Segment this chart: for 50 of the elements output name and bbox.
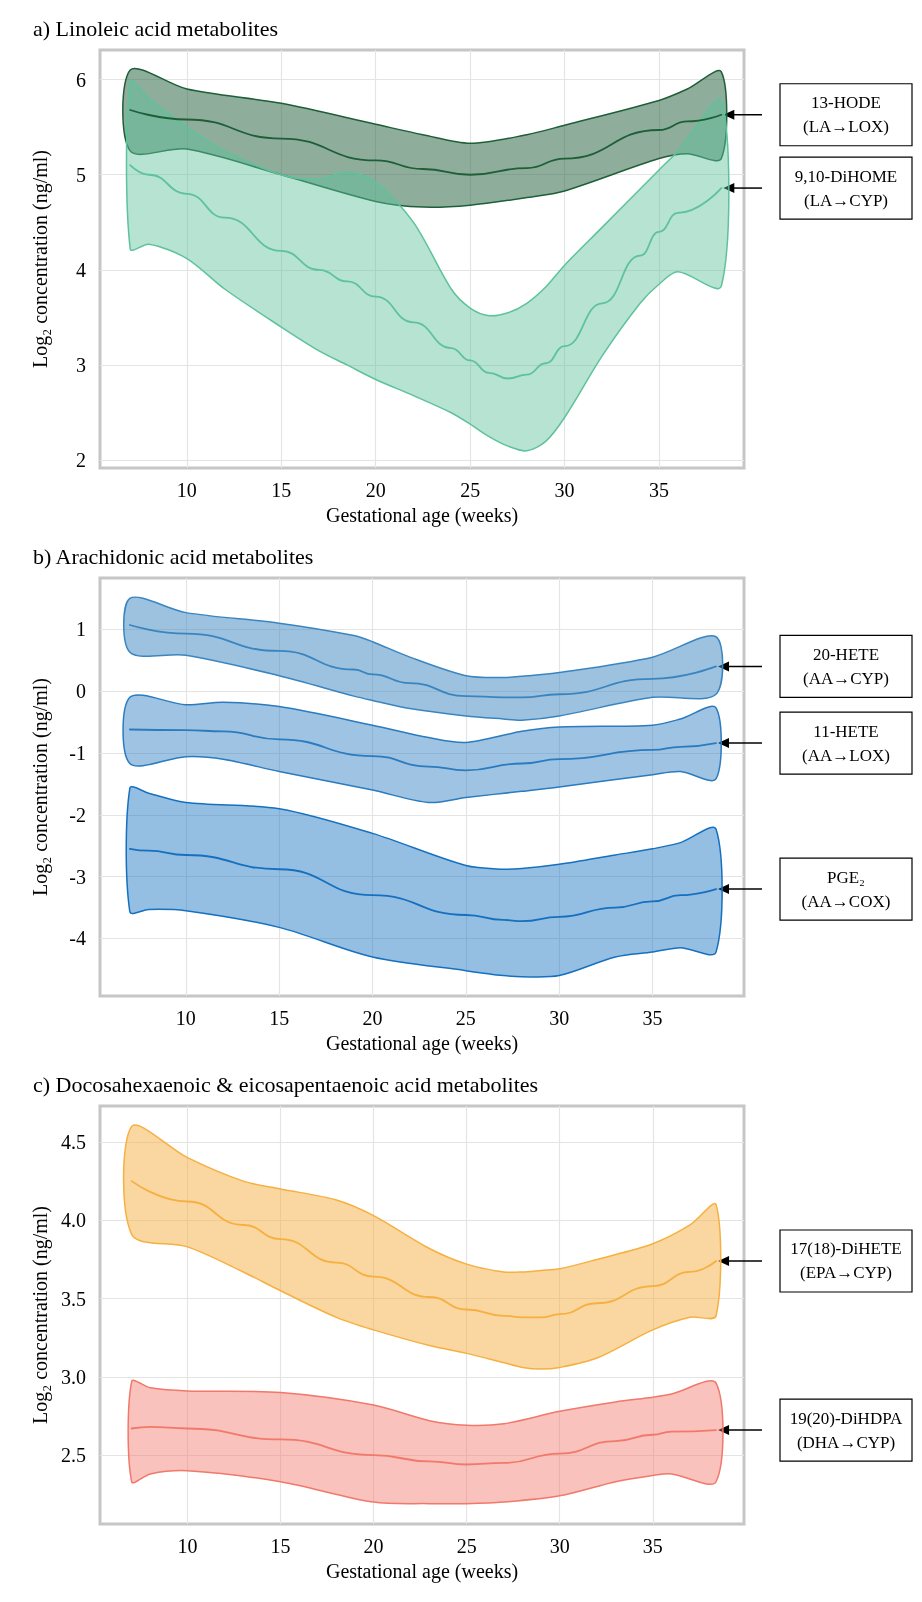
text: 11-HETE (AA→LOX) bbox=[802, 721, 890, 765]
x-tick-label: 15 bbox=[269, 1007, 290, 1029]
text: PGE₂ (AA→COX) bbox=[801, 867, 891, 911]
x-tick-label: 10 bbox=[175, 1007, 196, 1029]
y-tick-label: 3.0 bbox=[61, 1365, 86, 1388]
y-tick-label: 1 bbox=[76, 618, 86, 641]
x-axis-title: Gestational age (weeks) bbox=[325, 503, 519, 527]
x-tick-label: 10 bbox=[177, 1535, 198, 1557]
text: 13-HODE (LA→LOX) bbox=[803, 93, 889, 137]
x-tick-label: 15 bbox=[270, 1535, 291, 1557]
y-tick-label: 5 bbox=[76, 163, 86, 186]
chart-title: a) Linoleic acid metabolites bbox=[33, 15, 278, 41]
y-tick-label: -1 bbox=[69, 741, 86, 764]
y-tick-label: 6 bbox=[76, 68, 86, 91]
x-tick-label: 25 bbox=[460, 479, 481, 501]
y-tick-label: 3 bbox=[76, 354, 86, 377]
text: 9,10-DiHOME (LA→CYP) bbox=[794, 166, 898, 210]
y-axis-title: Log₂ concentration (ng/ml) bbox=[29, 1205, 52, 1425]
x-tick-label: 30 bbox=[554, 479, 575, 501]
x-tick-label: 20 bbox=[362, 1007, 383, 1029]
y-tick-label: -2 bbox=[69, 803, 86, 826]
x-tick-label: 35 bbox=[642, 1535, 663, 1557]
text: 20-HETE (AA→CYP) bbox=[803, 644, 889, 688]
x-axis-title: Gestational age (weeks) bbox=[325, 1031, 519, 1055]
y-tick-label: 2 bbox=[76, 449, 86, 472]
y-tick-label: -4 bbox=[69, 927, 86, 950]
x-axis-title: Gestational age (weeks) bbox=[325, 1559, 519, 1583]
x-tick-label: 35 bbox=[649, 479, 670, 501]
y-tick-label: 4.0 bbox=[61, 1209, 86, 1232]
y-tick-label: 2.5 bbox=[61, 1444, 86, 1467]
x-tick-label: 30 bbox=[549, 1535, 570, 1557]
y-tick-label: 4 bbox=[76, 258, 86, 281]
x-tick-label: 10 bbox=[176, 479, 197, 501]
x-tick-label: 25 bbox=[456, 1535, 477, 1557]
y-tick-label: 0 bbox=[76, 680, 86, 703]
y-tick-label: 4.5 bbox=[61, 1131, 86, 1154]
chart-title: b) Arachidonic acid metabolites bbox=[33, 543, 314, 569]
text: 19(20)-DiHDPA (DHA→CYP) bbox=[789, 1408, 904, 1452]
y-tick-label: -3 bbox=[69, 865, 86, 888]
x-tick-label: 30 bbox=[549, 1007, 570, 1029]
y-axis-title: Log₂ concentration (ng/ml) bbox=[29, 677, 52, 897]
x-tick-label: 20 bbox=[365, 479, 386, 501]
x-tick-label: 15 bbox=[271, 479, 292, 501]
x-tick-label: 20 bbox=[363, 1535, 384, 1557]
x-tick-label: 35 bbox=[642, 1007, 663, 1029]
y-tick-label: 3.5 bbox=[61, 1287, 86, 1310]
chart-title: c) Docosahexaenoic & eicosapentaenoic acid metabolites bbox=[33, 1071, 539, 1097]
text: 17(18)-DiHETE (EPA→CYP) bbox=[790, 1239, 902, 1283]
x-tick-label: 25 bbox=[455, 1007, 476, 1029]
y-axis-title: Log₂ concentration (ng/ml) bbox=[29, 149, 52, 369]
